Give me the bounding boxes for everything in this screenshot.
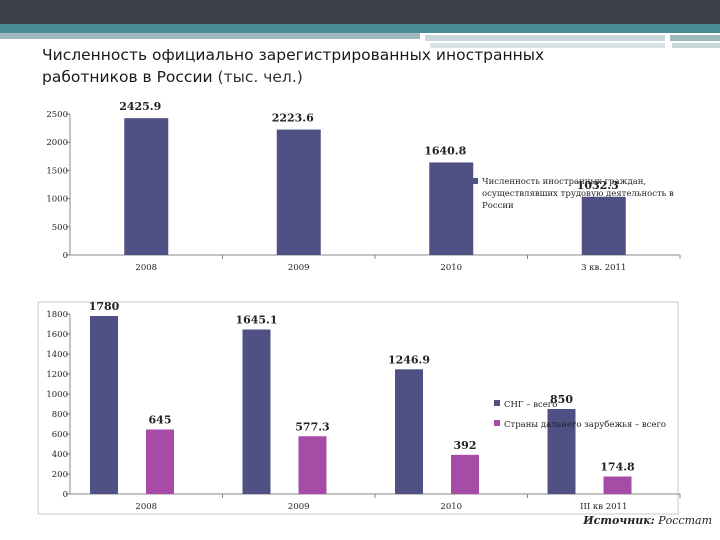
- x-tick-label: 2010: [440, 263, 462, 273]
- y-tick-label: 1200: [46, 370, 68, 380]
- legend-swatch: [472, 178, 478, 184]
- top-stripe: [0, 24, 720, 33]
- data-label: 392: [454, 439, 477, 452]
- bar: [124, 118, 169, 256]
- top-band: [0, 0, 720, 24]
- y-tick-label: 400: [52, 450, 68, 460]
- bar-far-abroad: [451, 454, 479, 494]
- y-tick-label: 0: [63, 490, 68, 500]
- legend-swatch: [494, 420, 500, 426]
- source-value: Росстат: [658, 514, 712, 527]
- data-label: 1032.3: [577, 179, 619, 192]
- accent-block: [670, 35, 720, 41]
- bar: [581, 196, 626, 255]
- data-label: 645: [149, 414, 172, 427]
- source-note: Источник: Росстат: [583, 514, 712, 527]
- bar-cis: [547, 409, 576, 494]
- data-label: 2425.9: [119, 100, 161, 113]
- y-tick-label: 1500: [46, 166, 68, 176]
- x-tick-label: 2010: [440, 502, 462, 512]
- y-tick-label: 1000: [46, 195, 68, 205]
- title-line-1: Численность официально зарегистрированны…: [42, 46, 545, 64]
- data-label: 174.8: [600, 461, 635, 474]
- title-unit: (тыс. чел.): [217, 68, 303, 86]
- bar: [276, 129, 321, 255]
- y-tick-label: 0: [63, 251, 68, 261]
- bar-far-abroad: [603, 476, 632, 494]
- legend-label: Численность иностранных граждан, осуществ…: [482, 177, 674, 211]
- legend-label: СНГ – всего: [504, 400, 557, 410]
- y-tick-label: 2000: [46, 138, 68, 148]
- y-tick-label: 600: [52, 430, 68, 440]
- bar-cis: [90, 316, 118, 494]
- data-label: 1640.8: [424, 144, 466, 157]
- x-tick-label: 2009: [288, 263, 310, 273]
- x-tick-label: 2008: [135, 263, 157, 273]
- x-tick-label: 3 кв. 2011: [581, 263, 626, 273]
- y-tick-label: 500: [52, 223, 68, 233]
- bar-far-abroad: [298, 436, 327, 494]
- y-tick-label: 200: [52, 470, 68, 480]
- title-line-2: работников в России: [42, 68, 213, 86]
- page-title: Численность официально зарегистрированны…: [42, 44, 642, 88]
- accent-block: [430, 43, 665, 48]
- accent-block: [0, 33, 420, 39]
- data-label: 850: [550, 393, 573, 406]
- bar-cis: [242, 329, 271, 494]
- y-tick-label: 1800: [46, 310, 68, 320]
- accent-block: [425, 35, 665, 41]
- y-tick-label: 2500: [46, 110, 68, 120]
- bar: [429, 162, 474, 255]
- data-label: 1645.1: [235, 313, 277, 326]
- data-label: 1246.9: [388, 353, 430, 366]
- bar-cis: [395, 369, 423, 494]
- chart-workers-by-origin: 0 200 400 600 800 1000 1200 1400 1600 1800 1780 645…: [37, 300, 681, 515]
- source-label: Источник:: [583, 514, 655, 527]
- plot-frame: [37, 301, 679, 515]
- y-tick-label: 1000: [46, 390, 68, 400]
- data-label: 2223.6: [272, 112, 314, 125]
- y-tick-label: 800: [52, 410, 68, 420]
- bar-far-abroad: [146, 429, 174, 494]
- data-label: 577.3: [295, 420, 329, 433]
- accent-block: [672, 43, 720, 48]
- x-tick-label: 2008: [135, 502, 157, 512]
- legend-label: Страны дальнего зарубежья – всего: [504, 419, 666, 430]
- decorative-blocks: [0, 33, 720, 48]
- x-tick-label: III кв 2011: [580, 502, 627, 512]
- x-tick-label: 2009: [288, 502, 310, 512]
- y-tick-label: 1600: [46, 330, 68, 340]
- y-tick-label: 1400: [46, 350, 68, 360]
- data-label: 1780: [89, 300, 120, 313]
- legend-swatch: [494, 400, 500, 406]
- chart-total-foreign-workers: 0 500 1000 1500 2000 2500 2425.9 2008 2223.6 2009…: [46, 100, 681, 273]
